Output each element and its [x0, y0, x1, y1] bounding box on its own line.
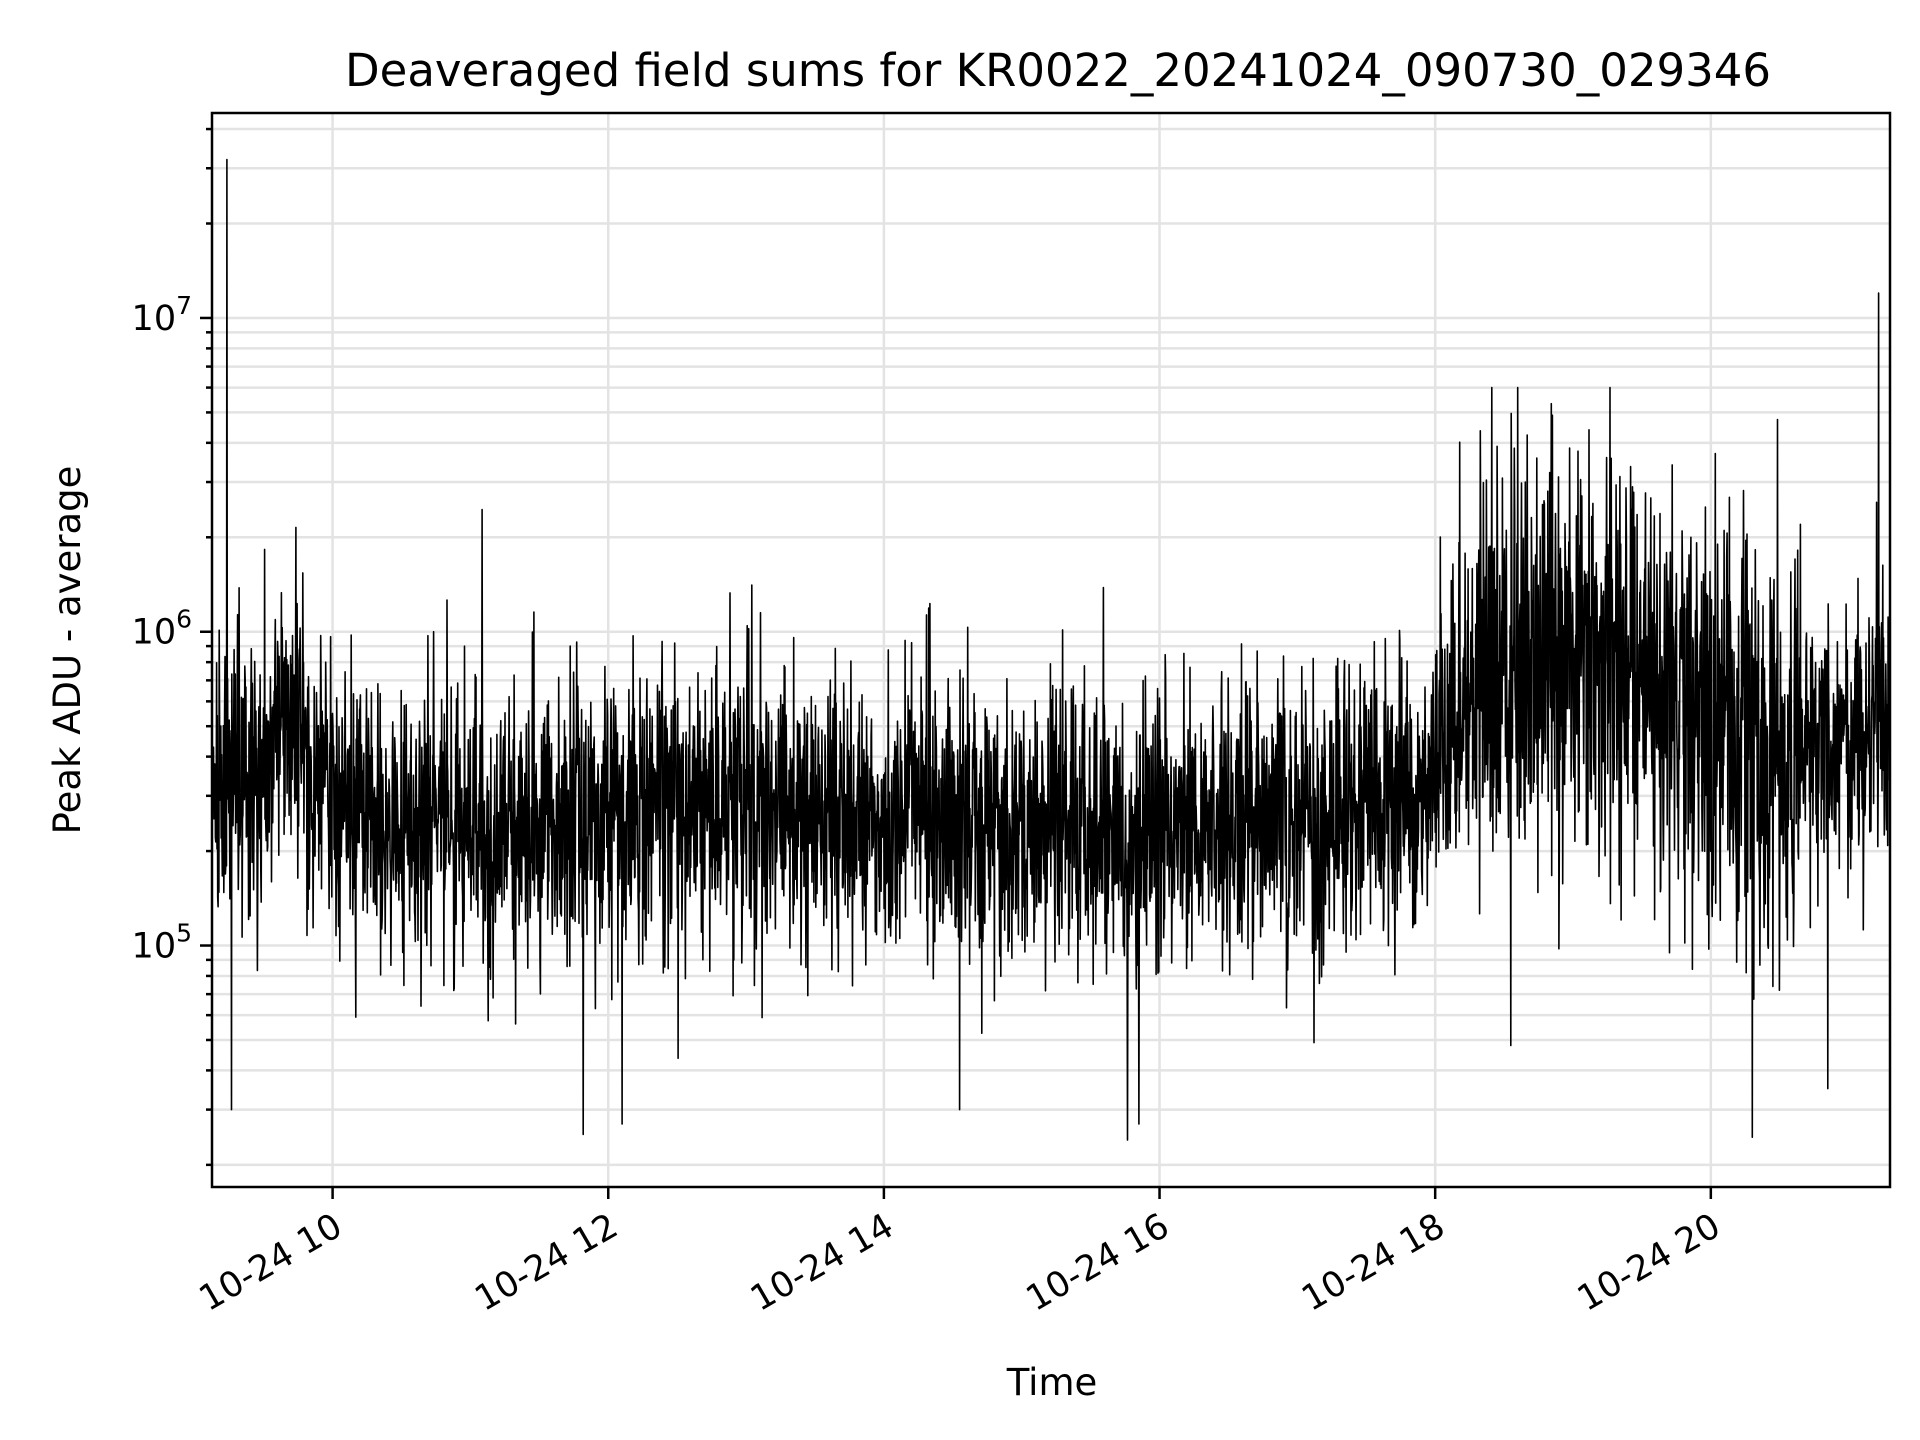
chart-title: Deaveraged field sums for KR0022_2024102…: [345, 44, 1771, 97]
x-tick-label: 10-24 20: [1571, 1206, 1727, 1319]
x-tick-label: 10-24 16: [1020, 1206, 1176, 1319]
x-tick-label: 10-24 18: [1295, 1206, 1451, 1319]
x-tick-label: 10-24 14: [744, 1206, 900, 1319]
y-tick-label: 107: [132, 291, 192, 339]
x-axis-ticks: 10-24 10 10-24 12 10-24 14 10-24 16 10-24 18…: [193, 1187, 1727, 1319]
series-line: [211, 158, 1891, 1141]
x-axis-label: Time: [1006, 1361, 1098, 1404]
x-tick-label: 10-24 12: [468, 1206, 624, 1319]
axes-frame: [210, 111, 1892, 1189]
x-gridlines: [331, 113, 1713, 1187]
data-series: [211, 158, 1891, 1141]
y-axis-ticks: 105 106 107: [132, 127, 212, 1167]
x-tick-label: 10-24 10: [193, 1206, 349, 1319]
y-axis-label: Peak ADU - average: [46, 466, 89, 835]
y-tick-label: 106: [132, 605, 192, 653]
y-tick-label: 105: [132, 919, 192, 967]
